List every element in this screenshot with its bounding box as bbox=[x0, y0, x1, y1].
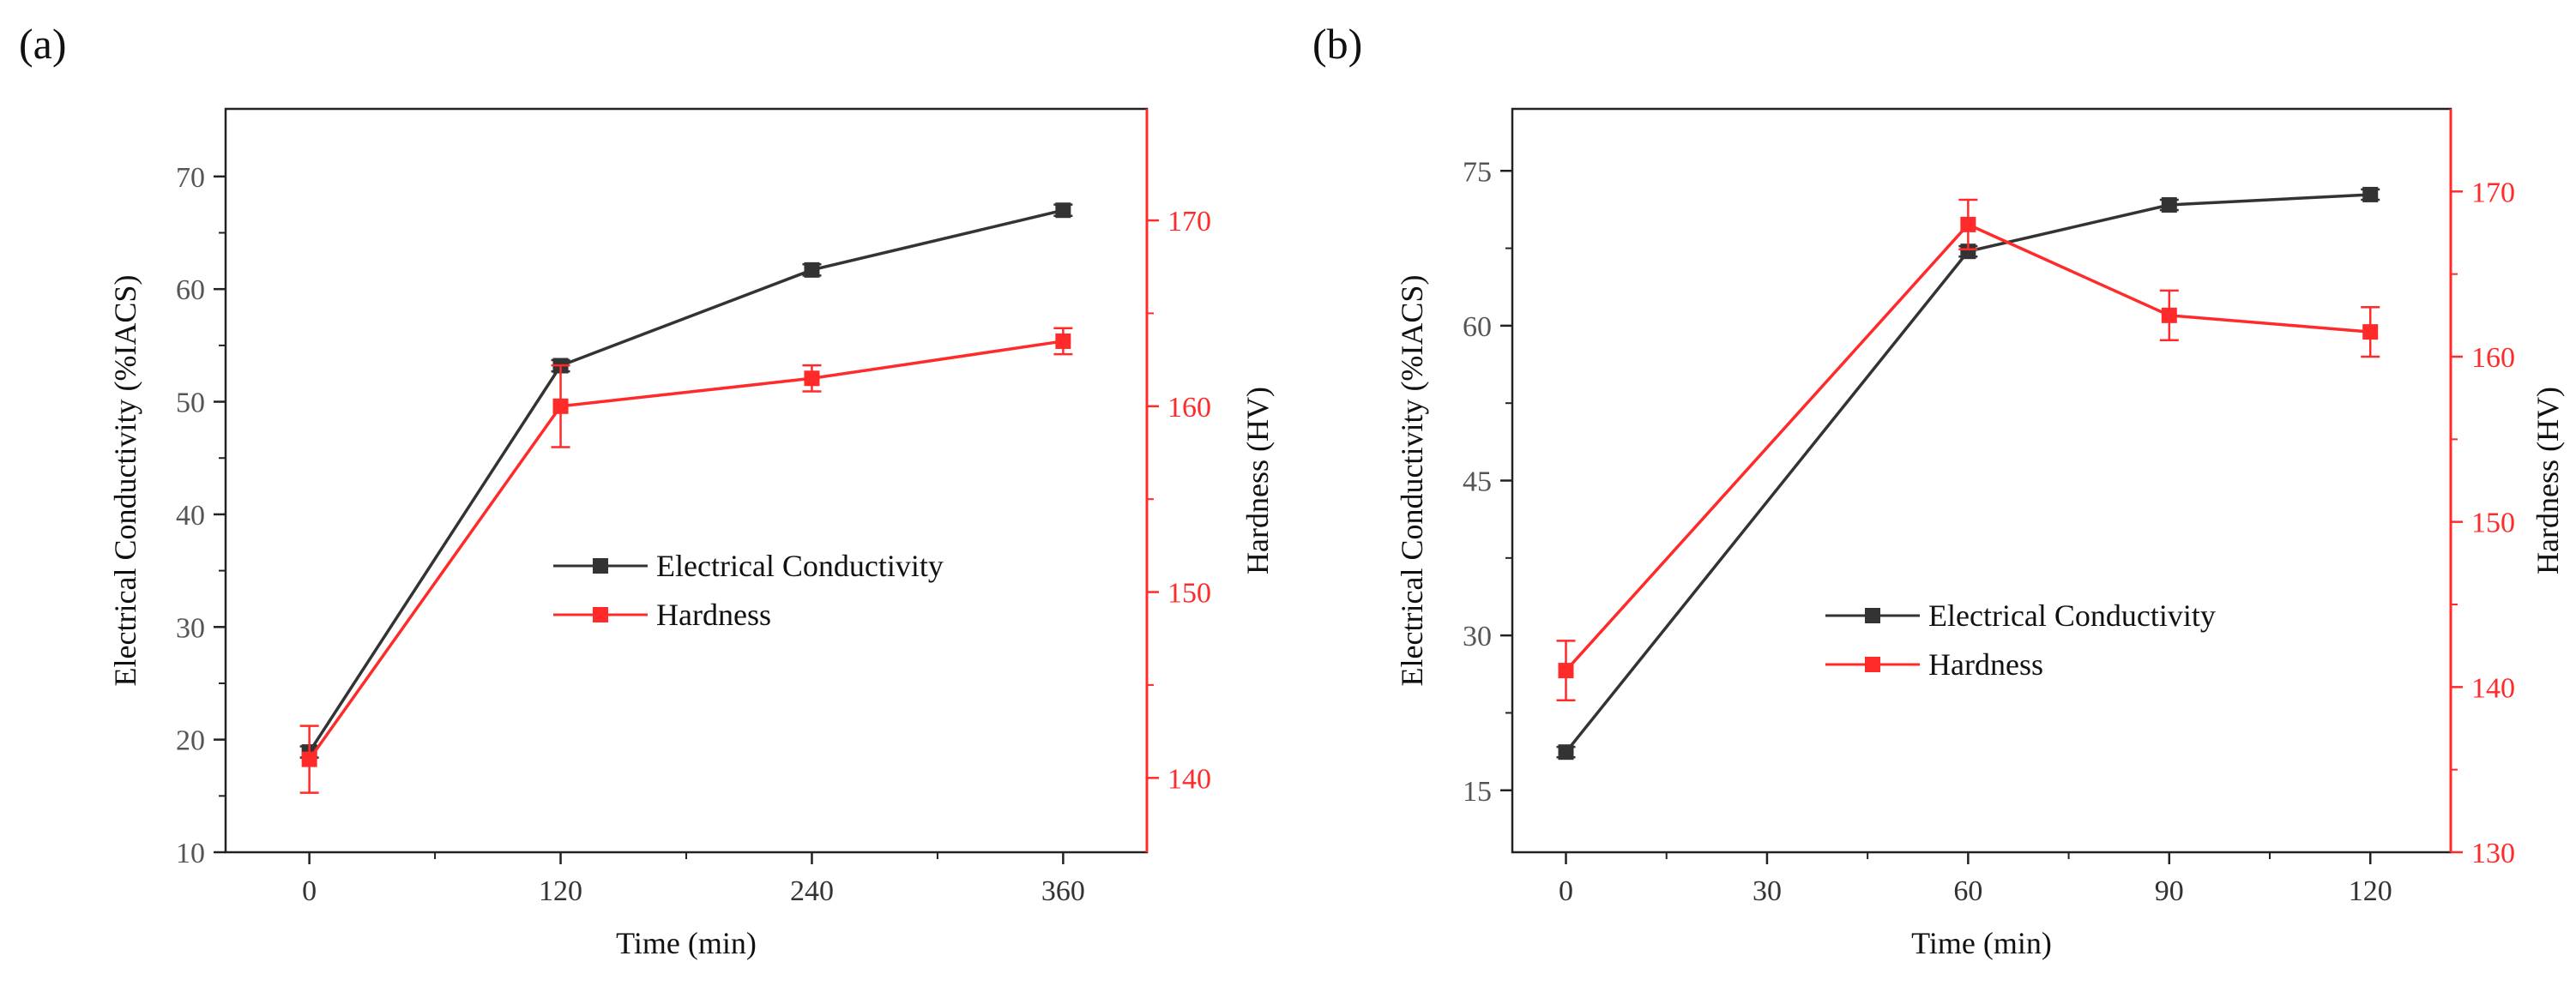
y-right-axis-title: Hardness (HV) bbox=[2531, 387, 2565, 574]
legend-label-conductivity: Electrical Conductivity bbox=[1928, 598, 2216, 633]
legend-label-hardness: Hardness bbox=[1928, 647, 2043, 682]
x-tick-label: 0 bbox=[302, 875, 317, 907]
y-right-axis-title: Hardness (HV) bbox=[1240, 387, 1275, 574]
y-right-tick-label: 140 bbox=[2471, 672, 2515, 704]
data-point-conductivity bbox=[1558, 744, 1574, 761]
ticks-layer: 0 30 60 90 120 15 30 45 60 75 130 140 150 160 170 bbox=[1463, 156, 2515, 907]
y-right-tick-label: 150 bbox=[1167, 578, 1211, 610]
data-point-conductivity bbox=[804, 262, 820, 278]
x-axis-title: Time (min) bbox=[616, 926, 757, 960]
y-right-tick-label: 160 bbox=[1167, 392, 1211, 424]
y-left-tick-label: 60 bbox=[176, 274, 205, 306]
y-right-tick-label: 140 bbox=[1167, 763, 1211, 795]
data-point-conductivity bbox=[1055, 202, 1071, 219]
y-left-tick-label: 15 bbox=[1463, 776, 1492, 808]
y-left-tick-label: 10 bbox=[176, 838, 205, 869]
data-point-hardness bbox=[552, 398, 569, 414]
data-point-hardness bbox=[804, 370, 820, 387]
legend: Electrical Conductivity Hardness bbox=[1825, 598, 2216, 682]
x-tick-label: 30 bbox=[1753, 875, 1782, 907]
data-layer bbox=[299, 202, 1073, 794]
y-right-tick-label: 170 bbox=[2471, 177, 2515, 208]
y-left-tick-label: 60 bbox=[1463, 311, 1492, 343]
y-left-tick-label: 75 bbox=[1463, 156, 1492, 188]
x-tick-label: 360 bbox=[1041, 875, 1085, 907]
data-point-conductivity bbox=[1960, 243, 1976, 260]
legend-marker-hardness bbox=[593, 607, 608, 622]
x-tick-label: 60 bbox=[1953, 875, 1982, 907]
y-left-axis-title: Electrical Conductivity (%IACS) bbox=[1395, 275, 1429, 687]
legend-label-hardness: Hardness bbox=[656, 598, 771, 632]
y-left-tick-label: 20 bbox=[176, 725, 205, 757]
x-tick-label: 0 bbox=[1559, 875, 1573, 907]
data-point-hardness bbox=[1558, 663, 1574, 679]
panel-a: (a) 0 120 240 360 10 20 30 40 50 60 70 140 150 160 170… bbox=[19, 20, 1275, 960]
ticks-layer: 0 120 240 360 10 20 30 40 50 60 70 140 150 160 170 bbox=[176, 162, 1211, 907]
y-left-tick-label: 30 bbox=[176, 612, 205, 644]
data-point-hardness bbox=[2161, 307, 2177, 323]
series-line-conductivity bbox=[308, 208, 1064, 754]
legend-marker-conductivity bbox=[593, 558, 608, 574]
y-left-tick-label: 30 bbox=[1463, 621, 1492, 652]
series-line-hardness bbox=[1565, 222, 2371, 672]
y-left-tick-label: 45 bbox=[1463, 466, 1492, 498]
y-right-tick-label: 170 bbox=[1167, 206, 1211, 237]
x-axis-title: Time (min) bbox=[1911, 926, 2052, 960]
legend-marker-hardness bbox=[1865, 657, 1880, 672]
y-left-tick-label: 50 bbox=[176, 388, 205, 419]
legend: Electrical Conductivity Hardness bbox=[553, 549, 944, 632]
legend-marker-conductivity bbox=[1865, 608, 1880, 623]
data-point-hardness bbox=[301, 751, 317, 767]
data-point-conductivity bbox=[2161, 196, 2177, 213]
x-tick-label: 240 bbox=[790, 875, 834, 907]
x-tick-label: 120 bbox=[539, 875, 582, 907]
data-point-conductivity bbox=[2362, 186, 2379, 202]
plot-frame bbox=[1511, 107, 2452, 854]
y-left-tick-label: 70 bbox=[176, 162, 205, 194]
series-line-hardness bbox=[308, 340, 1064, 761]
data-layer bbox=[1556, 186, 2380, 761]
data-point-hardness bbox=[1960, 216, 1976, 232]
x-tick-label: 90 bbox=[2155, 875, 2184, 907]
data-point-hardness bbox=[1055, 333, 1071, 349]
plot-frame bbox=[224, 107, 1149, 854]
panel-b: (b) 0 30 60 90 1201530456075130140150160170 … bbox=[1312, 20, 2565, 960]
y-right-tick-label: 130 bbox=[2471, 838, 2515, 869]
data-point-hardness bbox=[2362, 324, 2379, 340]
series-line-conductivity bbox=[1565, 193, 2371, 754]
y-right-tick-label: 160 bbox=[2471, 342, 2515, 374]
y-right-tick-label: 150 bbox=[2471, 508, 2515, 539]
legend-label-conductivity: Electrical Conductivity bbox=[656, 549, 944, 583]
y-left-axis-title: Electrical Conductivity (%IACS) bbox=[108, 275, 142, 687]
panel-label: (a) bbox=[19, 20, 67, 68]
x-tick-label: 120 bbox=[2349, 875, 2392, 907]
panel-label: (b) bbox=[1312, 20, 1362, 68]
y-left-tick-label: 40 bbox=[176, 500, 205, 532]
